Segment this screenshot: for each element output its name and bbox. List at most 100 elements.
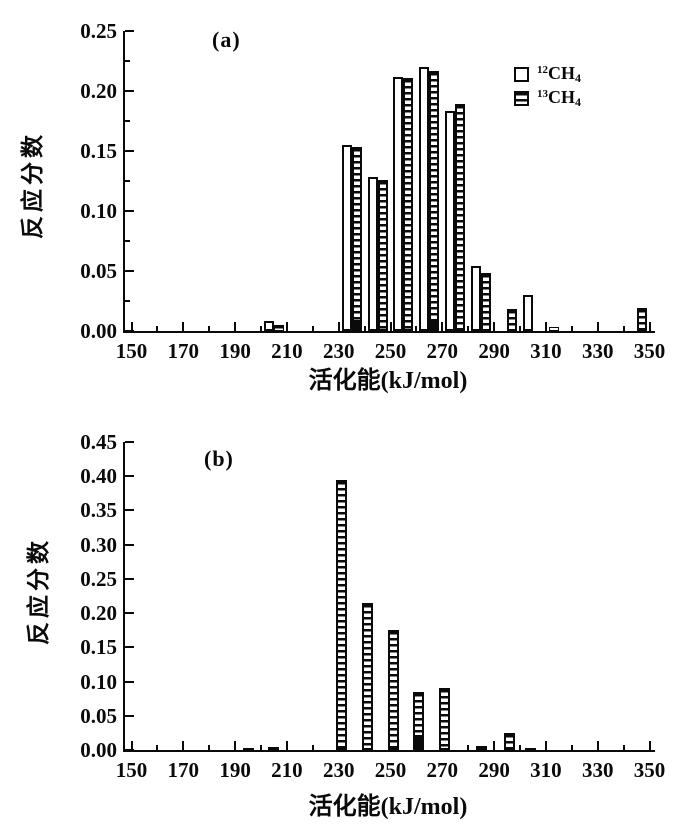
y-tick [125,441,134,443]
y-minor-tick [125,60,130,62]
y-tick [125,577,134,580]
legend-label-12ch4: 12CH4 [537,62,581,87]
y-tick [125,714,134,717]
x-tick [544,741,547,750]
y-axis-line [123,31,126,333]
x-tick [596,322,599,331]
bar-black [475,745,487,750]
y-tick-label: 0.05 [80,703,117,728]
x-minor-tick [311,745,314,750]
x-tick [596,741,599,750]
x-minor-tick [622,326,625,331]
legend-label-13ch4: 13CH4 [537,86,581,111]
x-minor-tick [570,326,573,331]
y-minor-tick [125,120,130,122]
x-tick-label: 310 [530,339,562,363]
bar-13ch4 [335,479,347,750]
bar-13ch4 [377,179,388,331]
bar-13ch4 [273,325,284,331]
x-tick [544,322,547,331]
x-minor-tick [467,326,470,331]
y-tick [125,680,134,683]
x-minor-tick [156,745,159,750]
x-tick [182,741,185,750]
y-tick-label: 0.10 [80,199,117,223]
x-tick-label: 230 [322,758,355,782]
legend-item-13ch4: 13CH4 [514,88,581,109]
legend-isotope-13: 13 [537,88,548,100]
x-tick-label: 150 [115,339,148,363]
y-tick [125,30,134,32]
x-minor-tick [363,326,366,331]
x-tick [493,741,496,750]
bar-13ch4 [387,629,399,750]
y-tick-label: 0.45 [80,430,117,454]
bar-13ch4 [455,104,466,331]
y-tick-label: 0.00 [80,738,117,762]
bar-12ch4 [393,76,404,331]
x-tick-label: 190 [219,758,251,782]
x-tick-label: 150 [115,758,148,782]
x-tick-label: 230 [322,339,355,363]
bar-13ch4 [504,732,516,750]
panel-b-label: (b) [204,446,234,471]
y-tick-label: 0.15 [80,635,117,660]
x-tick [285,322,288,331]
x-minor-tick [260,326,262,331]
x-minor-tick [622,745,625,750]
y-tick-label: 0.05 [80,259,117,283]
legend-isotope-12: 12 [537,64,548,76]
legend-swatch-open-icon [514,67,529,82]
x-minor-tick [467,745,470,750]
x-tick-label: 170 [167,339,200,363]
bar-13ch4 [507,309,518,331]
y-tick-label: 0.10 [80,669,117,694]
x-tick-label: 350 [633,339,666,363]
y-tick [125,646,134,649]
bar-13ch4 [636,308,647,331]
x-tick-label: 250 [374,758,407,782]
legend-swatch-hatched-icon [514,91,529,106]
x-minor-tick [415,326,418,331]
y-tick [125,475,134,478]
x-tick-label: 270 [426,339,459,363]
legend-item-12ch4: 12CH4 [514,64,581,85]
y-tick [125,509,134,512]
x-minor-tick [156,326,159,331]
x-tick-label: 310 [530,758,562,782]
y-tick [125,749,134,751]
bar-13ch4 [439,688,451,750]
y-tick-label: 0.25 [80,566,117,591]
x-minor-tick [260,745,262,750]
bar-black [242,748,254,750]
y-tick-label: 0.30 [80,532,117,557]
legend-formula-13: CH [548,87,575,107]
bar-12ch4 [445,111,456,331]
bar-12ch4 [263,321,274,331]
bar-12ch4 [471,266,482,331]
legend-subscript-12: 4 [575,71,581,85]
bar-13ch4 [403,77,414,331]
x-tick [389,322,392,331]
bar-13ch4 [361,602,373,750]
x-tick-label: 210 [271,758,303,782]
y-minor-tick [125,180,130,182]
legend-formula-12: CH [548,63,575,83]
bar-13ch4 [481,273,492,331]
x-tick [648,322,651,331]
x-tick-label: 290 [478,339,510,363]
y-tick-label: 0.20 [80,601,117,626]
x-tick-label: 250 [374,339,407,363]
x-tick [285,741,288,750]
bar-black [524,747,536,750]
x-tick-label: 190 [219,339,251,363]
bar-13ch4 [351,147,362,331]
y-tick [125,150,134,152]
x-tick-label: 210 [271,339,303,363]
legend: 12CH4 13CH4 [514,64,581,114]
x-tick-label: 290 [478,758,510,782]
y-tick-label: 0.25 [80,19,117,43]
y-tick-label: 0.40 [80,464,117,489]
